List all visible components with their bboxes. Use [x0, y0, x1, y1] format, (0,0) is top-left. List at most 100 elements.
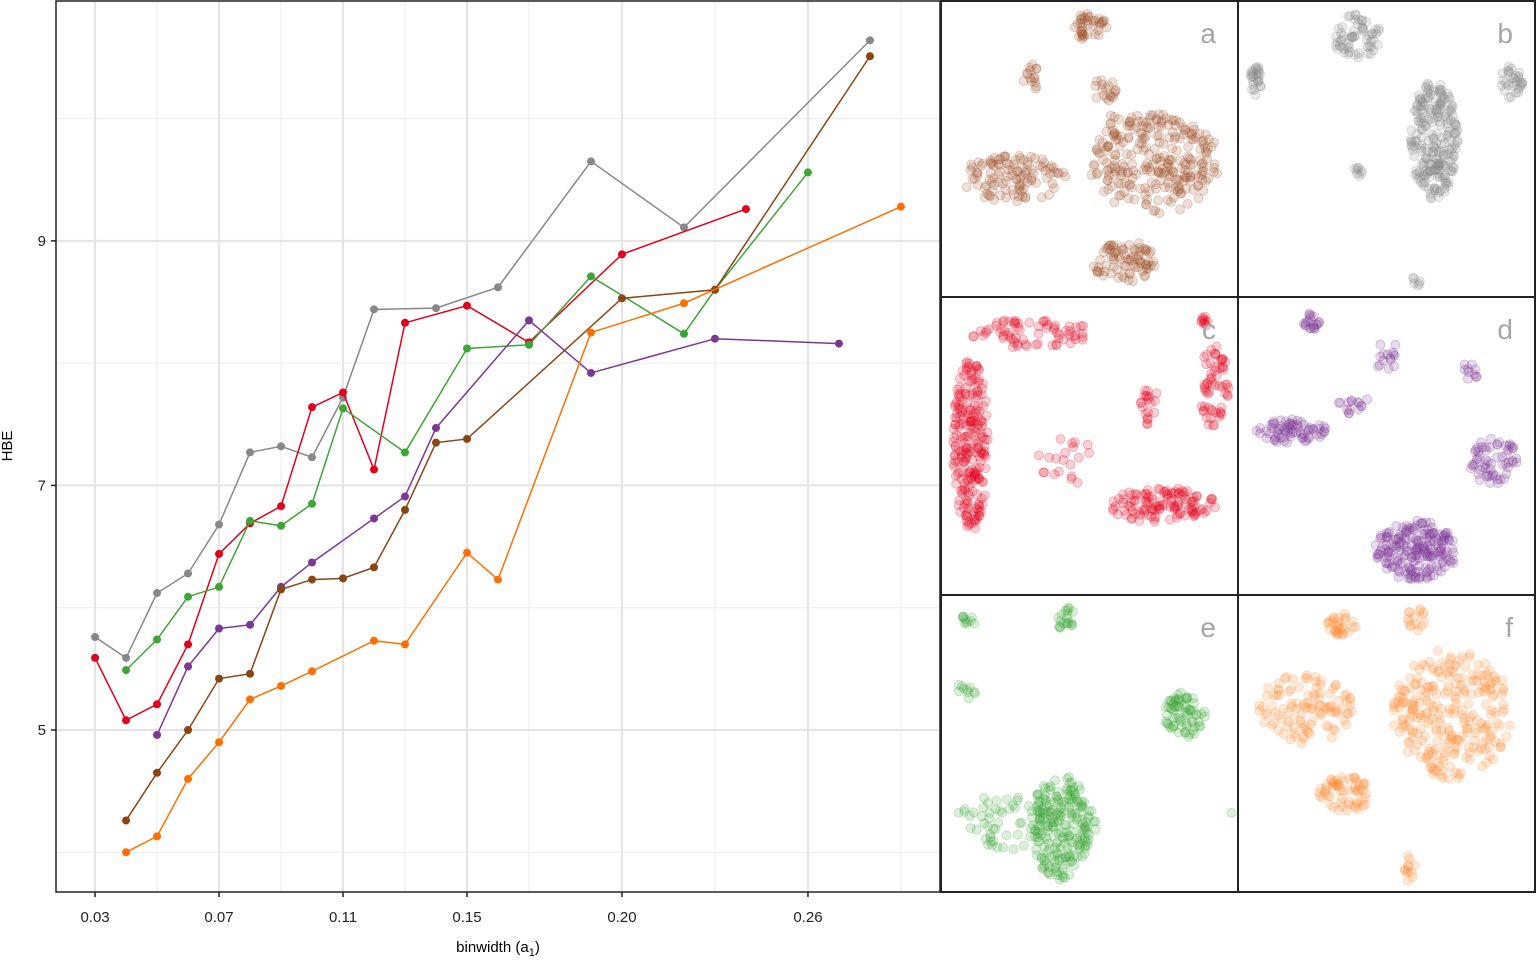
embedding-point — [1110, 166, 1121, 177]
embedding-point — [1279, 435, 1290, 446]
embedding-point — [1105, 90, 1116, 101]
embedding-point — [1107, 181, 1118, 192]
embedding-point — [1135, 183, 1146, 194]
embedding-point — [969, 618, 980, 629]
embedding-point — [1436, 139, 1447, 150]
embedding-point — [1150, 179, 1161, 190]
embedding-point — [981, 180, 992, 191]
embedding-point — [1446, 144, 1457, 155]
embedding-point — [1487, 754, 1498, 765]
embedding-point — [1412, 168, 1423, 179]
embedding-point — [1189, 729, 1200, 740]
embedding-point — [1141, 259, 1152, 270]
embedding-point — [1178, 129, 1189, 140]
embedding-point — [1343, 38, 1354, 49]
embedding-point — [999, 315, 1010, 326]
embedding-point — [1174, 184, 1185, 195]
data-point — [401, 640, 410, 649]
embedding-point — [1416, 143, 1427, 154]
embedding-point — [1050, 775, 1061, 786]
data-point — [679, 329, 688, 338]
embedding-point — [1183, 141, 1194, 152]
embedding-point — [1125, 268, 1136, 279]
embedding-point — [1012, 196, 1023, 207]
embedding-point — [1101, 145, 1112, 156]
embedding-point — [1347, 31, 1358, 42]
data-point — [122, 716, 131, 725]
embedding-point — [1506, 91, 1517, 102]
embedding-point — [1150, 183, 1161, 194]
embedding-point — [1103, 141, 1114, 152]
embedding-point — [1199, 379, 1210, 390]
embedding-point — [1024, 317, 1035, 328]
embedding-point — [1425, 164, 1436, 175]
embedding-point — [1092, 266, 1103, 277]
embedding-point — [1417, 97, 1428, 108]
embedding-point — [1058, 167, 1069, 178]
embedding-point — [1031, 63, 1042, 74]
embedding-point — [1434, 87, 1445, 98]
embedding-point — [1101, 157, 1112, 168]
embedding-point — [1076, 29, 1087, 40]
embedding-point — [1198, 165, 1209, 176]
embedding-point — [1123, 275, 1134, 286]
embedding-point — [1410, 136, 1421, 147]
embedding-point — [1428, 680, 1439, 691]
embedding-point — [1222, 391, 1233, 402]
embedding-point — [1513, 71, 1524, 82]
embedding-point — [1353, 163, 1364, 174]
embedding-point — [1334, 624, 1345, 635]
embedding-point — [967, 162, 978, 173]
embedding-point — [1427, 117, 1438, 128]
embedding-point — [1076, 27, 1087, 38]
embedding-point — [1432, 100, 1443, 111]
embedding-point — [1174, 183, 1185, 194]
embedding-point — [1178, 175, 1189, 186]
embedding-point — [1089, 159, 1100, 170]
embedding-point — [1011, 174, 1022, 185]
embedding-point — [1093, 25, 1104, 36]
embedding-point — [1268, 717, 1279, 728]
embedding-point — [1343, 11, 1354, 22]
embedding-point — [1150, 205, 1161, 216]
embedding-point — [1365, 41, 1376, 52]
embedding-point — [1431, 723, 1442, 734]
embedding-point — [1343, 49, 1354, 60]
embedding-point — [968, 331, 979, 342]
embedding-point — [1133, 116, 1144, 127]
embedding-point — [1441, 178, 1452, 189]
embedding-point — [1414, 278, 1425, 289]
embedding-point — [1065, 807, 1076, 818]
embedding-point — [999, 325, 1010, 336]
embedding-point — [1205, 413, 1216, 424]
embedding-point — [1106, 91, 1117, 102]
embedding-point — [1314, 420, 1325, 431]
embedding-point — [1506, 78, 1517, 89]
embedding-point — [1176, 163, 1187, 174]
embedding-point — [1012, 792, 1023, 803]
embedding-point — [1182, 198, 1193, 209]
embedding-point — [1109, 128, 1120, 139]
embedding-point — [1160, 166, 1171, 177]
embedding-point — [1372, 361, 1383, 372]
embedding-point — [1431, 143, 1442, 154]
embedding-point — [1496, 80, 1507, 91]
embedding-point — [1140, 142, 1151, 153]
embedding-point — [1143, 256, 1154, 267]
embedding-point — [1098, 16, 1109, 27]
embedding-point — [1141, 245, 1152, 256]
embedding-point — [1409, 745, 1420, 756]
embedding-point — [1117, 167, 1128, 178]
embedding-point — [993, 154, 1004, 165]
embedding-point — [1094, 148, 1105, 159]
embedding-point — [1206, 141, 1217, 152]
embedding-point — [1447, 535, 1458, 546]
embedding-point — [1438, 150, 1449, 161]
embedding-point — [1110, 85, 1121, 96]
data-point — [277, 502, 286, 511]
embedding-point — [1421, 82, 1432, 93]
embedding-point — [1124, 116, 1135, 127]
embedding-point — [1008, 844, 1019, 855]
embedding-point — [1014, 181, 1025, 192]
